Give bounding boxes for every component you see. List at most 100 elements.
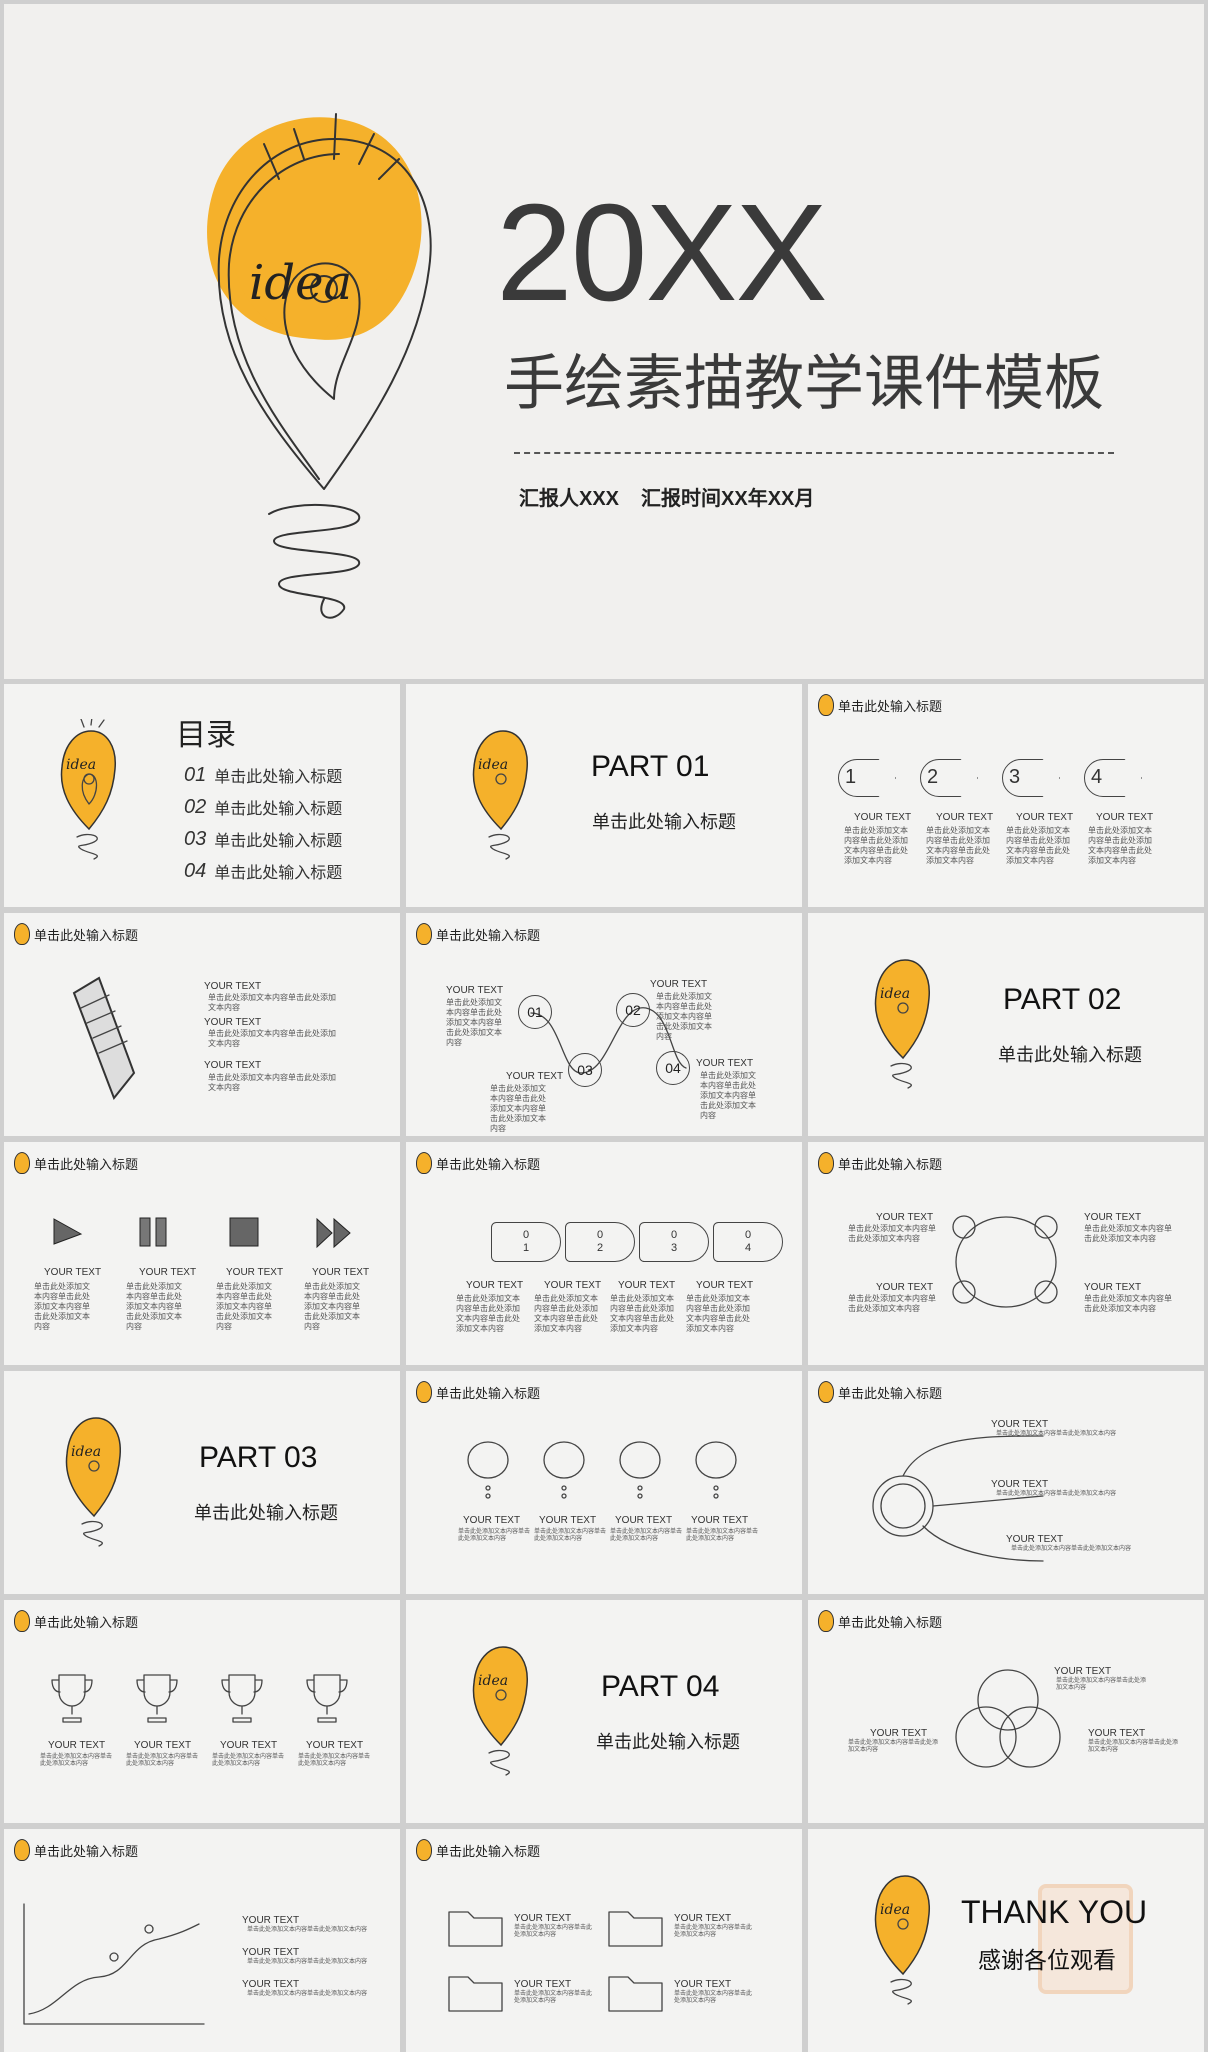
body-text: 单击此处添加文本内容单击此处添加文本内容单击此处添加文本内容 — [456, 1294, 520, 1333]
step-marker[interactable]: 1 — [838, 759, 896, 797]
hero-title: 手绘素描教学课件模板 — [504, 350, 1104, 417]
slide-circles[interactable]: 单击此处输入标题 YOUR TEXT YOUR TEXT YOUR TEXT Y… — [406, 1371, 802, 1594]
your-text: YOUR TEXT — [220, 1740, 278, 1751]
body-text: 单击此处添加文本内容单击此处添加文本内容单击此处添加文本内容 — [1088, 826, 1152, 865]
slide-venn[interactable]: 单击此处输入标题 YOUR TEXT 单击此处添加文本内容单击此处添加文本内容 … — [808, 1600, 1204, 1823]
slide-media-icons[interactable]: 单击此处输入标题 YOUR TEXT YOUR TEXT YOUR TEXT Y… — [4, 1142, 400, 1365]
body-text: 单击此处添加文本内容单击此处添加文本内容单击此处添加文本内容 — [216, 1282, 272, 1331]
slide-folders[interactable]: 单击此处输入标题 YOUR TEXT 单击此处添加文本内容单击此处添加文本内容 … — [406, 1829, 802, 2052]
step-num: 2 — [927, 766, 939, 788]
body-text: 单击此处添加文本内容单击此处添加文本内容 — [848, 1740, 939, 1753]
thank-you-title: THANK YOU — [961, 1894, 1148, 1930]
step-marker[interactable]: 4 — [1084, 759, 1142, 797]
wave-line — [530, 1007, 687, 1074]
body-text: 单击此处添加文本内容单击此处添加文本内容 — [514, 1991, 593, 2004]
body-text: 单击此处添加文本内容单击此处添加文本内容 — [1084, 1294, 1172, 1313]
your-text: YOUR TEXT — [854, 812, 912, 823]
your-text: YOUR TEXT — [674, 1979, 732, 1990]
header-label: 单击此处输入标题 — [34, 1614, 139, 1630]
bulb-icon: idea — [874, 1875, 930, 2005]
body-text: 单击此处添加文本内容单击此处添加文本内容 — [848, 1294, 936, 1313]
your-text: YOUR TEXT — [1006, 1534, 1064, 1545]
toc-item[interactable]: 01 单击此处输入标题 — [184, 759, 342, 791]
part-subtitle: 单击此处输入标题 — [592, 812, 736, 832]
body-text: 单击此处添加文本内容单击此处添加文本内容 — [514, 1925, 593, 1938]
toc-label: 单击此处输入标题 — [214, 865, 343, 882]
slide-header: 单击此处输入标题 — [416, 1839, 540, 1861]
your-text: YOUR TEXT — [539, 1515, 597, 1526]
toc-item[interactable]: 04 单击此处输入标题 — [184, 855, 342, 887]
step-marker[interactable]: 3 — [1002, 759, 1060, 797]
tab-digit: 2 — [596, 1242, 604, 1254]
branch-diagram — [872, 1435, 1044, 1562]
slide-header: 单击此处输入标题 — [416, 1381, 540, 1403]
bulb-icon: idea — [472, 730, 528, 860]
small-bulb-icon — [416, 923, 432, 945]
slide-thank-you[interactable]: idea THANK YOU 感谢各位观看 — [808, 1829, 1204, 2052]
bubble-num[interactable]: 03 — [568, 1053, 602, 1087]
body-text: 单击此处添加文本内容单击此处添加文本内容 — [534, 1529, 607, 1542]
slide-header: 单击此处输入标题 — [14, 923, 138, 945]
toc-item[interactable]: 02 单击此处输入标题 — [184, 791, 342, 823]
your-text: YOUR TEXT — [1088, 1728, 1146, 1739]
your-text: YOUR TEXT — [44, 1267, 102, 1278]
your-text: YOUR TEXT — [466, 1280, 524, 1291]
slide-wave-process[interactable]: 单击此处输入标题 01 02 03 04 YOUR TEXT 单击此处添加文本内… — [406, 913, 802, 1136]
slide-cycle[interactable]: 单击此处输入标题 YOUR TEXT 单击此处添加文本内容单击此处添加文本内容 … — [808, 1142, 1204, 1365]
slide-header: 单击此处输入标题 — [14, 1152, 138, 1174]
your-text: YOUR TEXT — [674, 1913, 732, 1924]
your-text: YOUR TEXT — [991, 1479, 1049, 1490]
header-label: 单击此处输入标题 — [34, 1843, 139, 1859]
slide-header: 单击此处输入标题 — [14, 1839, 138, 1861]
toc-list: 01 单击此处输入标题 02 单击此处输入标题 03 单击此处输入标题 04 单击此处输… — [184, 759, 342, 887]
your-text: YOUR TEXT — [544, 1280, 602, 1291]
slide-pencil[interactable]: 单击此处输入标题 YOUR TEXT 单击此处添加文本内容单击此处添加文本内容 … — [4, 913, 400, 1136]
bulb-icon: idea — [65, 1417, 121, 1547]
body-text: 单击此处添加文本内容单击此处添加文本内容 — [247, 1959, 368, 1965]
your-text: YOUR TEXT — [870, 1728, 928, 1739]
slide-toc[interactable]: idea 目录 01 单击此处输入标题 02 单击此处输入标题 03 单击此处输入标题… — [4, 684, 400, 907]
toc-num: 01 — [184, 763, 207, 786]
slide-part-01[interactable]: idea PART 01 单击此处输入标题 — [406, 684, 802, 907]
toc-item[interactable]: 03 单击此处输入标题 — [184, 823, 342, 855]
bubble-num[interactable]: 02 — [616, 993, 650, 1027]
body-text: 单击此处添加文本内容单击此处添加文本内容 — [458, 1529, 531, 1542]
body-text: 单击此处添加文本内容单击此处添加文本内容 — [208, 993, 336, 1012]
slide-trophies[interactable]: 单击此处输入标题 YOUR TEXT YOUR TEXT YOUR TEXT Y… — [4, 1600, 400, 1823]
small-bulb-icon — [818, 1610, 834, 1632]
folder-icon — [448, 1976, 503, 2012]
toc-num: 04 — [184, 859, 207, 882]
your-text: YOUR TEXT — [696, 1280, 754, 1291]
your-text: YOUR TEXT — [446, 985, 504, 996]
slide-part-02[interactable]: idea PART 02 单击此处输入标题 — [808, 913, 1204, 1136]
idea-word: idea — [249, 255, 352, 311]
your-text: YOUR TEXT — [1016, 812, 1074, 823]
body-text: 单击此处添加文本内容单击此处添加文本内容单击此处添加文本内容 — [844, 826, 908, 865]
step-marker[interactable]: 2 — [920, 759, 978, 797]
bubble-num[interactable]: 04 — [656, 1051, 690, 1085]
stop-icon — [229, 1217, 259, 1247]
small-bulb-icon — [14, 1610, 30, 1632]
toc-title: 目录 — [176, 719, 236, 752]
folder-icon — [608, 1976, 663, 2012]
slide-growth[interactable]: 单击此处输入标题 YOUR TEXT 单击此处添加文本内容单击此处添加文本内容 … — [4, 1829, 400, 2052]
body-text: 单击此处添加文本内容单击此处添加文本内容单击此处添加文本内容 — [446, 998, 502, 1047]
slide-part-03[interactable]: idea PART 03 单击此处输入标题 — [4, 1371, 400, 1594]
slide-four-steps[interactable]: 单击此处输入标题 1 2 3 4 YOUR TEXT YOUR TEXT YOU… — [808, 684, 1204, 907]
venn-diagram — [955, 1669, 1061, 1768]
body-text: 单击此处添加文本内容单击此处添加文本内容单击此处添加文本内容 — [686, 1294, 750, 1333]
bubble-num[interactable]: 01 — [518, 995, 552, 1029]
title-slide[interactable]: idea 20XX 手绘素描教学课件模板 汇报人XXX 汇报时间XX年XX月 — [4, 4, 1204, 679]
your-text: YOUR TEXT — [514, 1979, 572, 1990]
hero-divider — [514, 452, 1114, 454]
body-text: 单击此处添加文本内容单击此处添加文本内容单击此处添加文本内容 — [700, 1071, 756, 1120]
your-text: YOUR TEXT — [134, 1740, 192, 1751]
slide-branch[interactable]: 单击此处输入标题 YOUR TEXT 单击此处添加文本内容单击此处添加文本内容 … — [808, 1371, 1204, 1594]
small-bulb-icon — [14, 1839, 30, 1861]
slide-part-04[interactable]: idea PART 04 单击此处输入标题 — [406, 1600, 802, 1823]
